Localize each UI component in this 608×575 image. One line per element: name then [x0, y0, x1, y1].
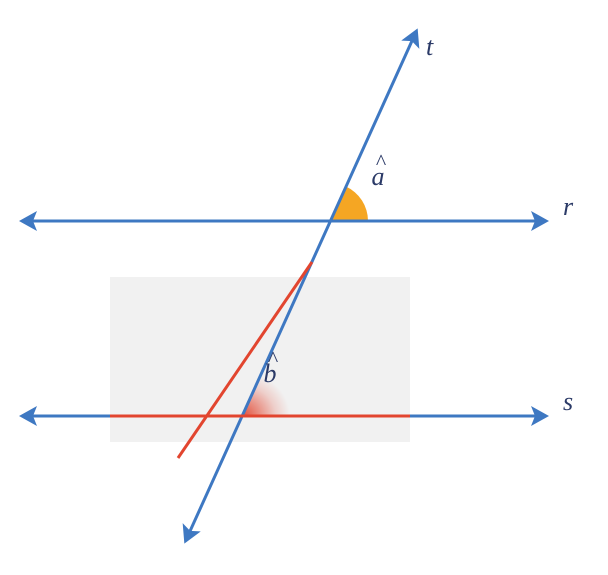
svg-text:a: a: [372, 162, 385, 191]
svg-text:b: b: [264, 359, 277, 388]
label-s: s: [563, 387, 573, 416]
angle-a-arc: [330, 186, 368, 221]
geometry-diagram: rst^a^b: [0, 0, 608, 575]
label-r: r: [563, 192, 574, 221]
label-t: t: [426, 32, 434, 61]
label-angle-a: ^a: [372, 149, 387, 191]
